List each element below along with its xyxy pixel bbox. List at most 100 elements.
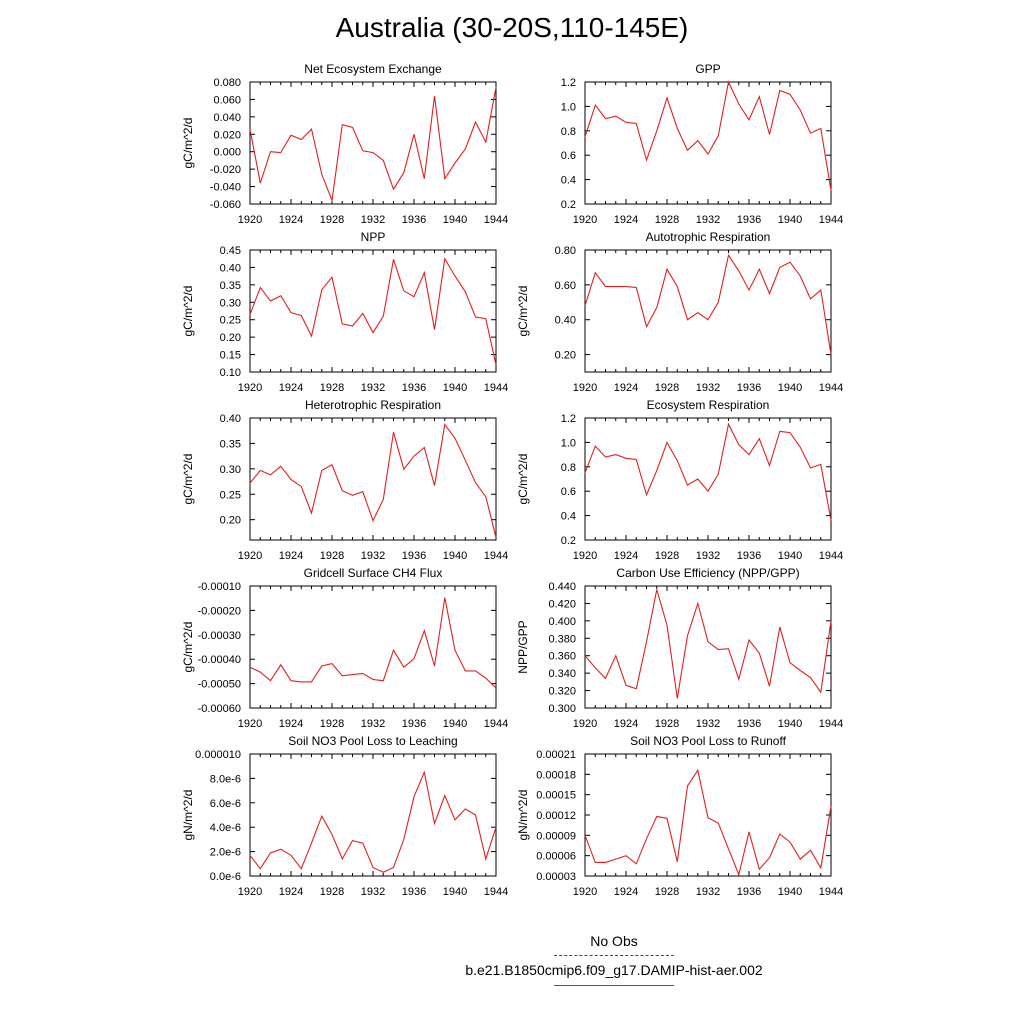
panel-4-ytick-label: 0.60 <box>555 280 576 292</box>
panel-6-series-line <box>584 422 832 521</box>
panel-1-ytick-label: 0.040 <box>213 112 241 124</box>
panel-1-xtick-label: 1940 <box>443 214 467 226</box>
panel-3-ytick-label: 0.20 <box>220 332 241 344</box>
panel-5-ytick-label: 0.35 <box>220 438 241 450</box>
panel-7-frame <box>249 585 497 709</box>
panel-5-series-line <box>249 423 497 538</box>
panel-3-xtick-label: 1928 <box>320 382 344 394</box>
panel-9-ylabel: gN/m^2/d <box>181 790 195 841</box>
panel-7-ytick-label: -0.00050 <box>198 679 241 691</box>
panel-8-ytick-label: 0.420 <box>548 598 576 610</box>
panel-1-xtick-label: 1932 <box>361 214 385 226</box>
panel-8-ytick-label: 0.380 <box>548 633 576 645</box>
panel-9-ytick-label: 0.0e-6 <box>210 871 241 883</box>
panel-7-xtick-label: 1944 <box>484 718 508 730</box>
panel-9-title: Soil NO3 Pool Loss to Leaching <box>288 734 457 748</box>
panel-9-ytick-label: 4.0e-6 <box>210 822 241 834</box>
panel-1-ytick-label: -0.060 <box>210 199 241 211</box>
panel-7-title: Gridcell Surface CH4 Flux <box>304 566 443 580</box>
panel-7-xtick-label: 1924 <box>279 718 303 730</box>
legend-case-line <box>554 985 674 986</box>
panel-2-ytick-label: 0.4 <box>561 175 576 187</box>
panel-10-frame <box>584 753 832 877</box>
panel-2-ytick-label: 0.6 <box>561 150 576 162</box>
panel-3-xtick-label: 1932 <box>361 382 385 394</box>
panel-8-ytick-label: 0.300 <box>548 703 576 715</box>
panel-10-ytick-label: 0.00003 <box>536 871 576 883</box>
panel-2-xtick-label: 1936 <box>737 214 761 226</box>
panel-1-series-line <box>249 87 497 203</box>
panel-4-xtick-label: 1940 <box>778 382 802 394</box>
legend-case-label: b.e21.B1850cmip6.f09_g17.DAMIP-hist-aer.… <box>465 962 763 978</box>
panel-10-series-line <box>584 768 832 877</box>
panel-7-xtick-label: 1940 <box>443 718 467 730</box>
panel-3-ylabel: gC/m^2/d <box>181 286 195 337</box>
panel-10-ytick-label: 0.00015 <box>536 790 576 802</box>
panel-10-ylabel: gN/m^2/d <box>516 790 530 841</box>
panel-3-series-line <box>249 257 497 366</box>
panel-5-xtick-label: 1936 <box>402 550 426 562</box>
panel-6-ytick-label: 0.2 <box>561 535 576 547</box>
panel-10-xtick-label: 1924 <box>614 886 638 898</box>
panel-4-ytick-label: 0.80 <box>555 245 576 257</box>
panel-3-ytick-label: 0.45 <box>220 245 241 257</box>
panel-8-xtick-label: 1920 <box>573 718 597 730</box>
panel-7-ytick-label: -0.00030 <box>198 630 241 642</box>
panel-7-ylabel: gC/m^2/d <box>181 622 195 673</box>
panel-1-ytick-label: 0.060 <box>213 94 241 106</box>
panel-7-xtick-label: 1920 <box>238 718 262 730</box>
panel-3-ytick-label: 0.35 <box>220 280 241 292</box>
panel-4-xtick-label: 1920 <box>573 382 597 394</box>
panel-1-xtick-label: 1924 <box>279 214 303 226</box>
panel-10-ytick-label: 0.00012 <box>536 810 576 822</box>
panel-1-ytick-label: -0.040 <box>210 182 241 194</box>
panel-9-xtick-label: 1928 <box>320 886 344 898</box>
panel-7-ytick-label: -0.00060 <box>198 703 241 715</box>
panel-4-xtick-label: 1924 <box>614 382 638 394</box>
panel-3-ytick-label: 0.25 <box>220 315 241 327</box>
panel-10-ytick-label: 0.00018 <box>536 769 576 781</box>
panel-4-ytick-label: 0.40 <box>555 315 576 327</box>
panel-9-xtick-label: 1932 <box>361 886 385 898</box>
panel-6-xtick-label: 1944 <box>819 550 843 562</box>
panel-3-ytick-label: 0.10 <box>220 367 241 379</box>
panel-3-xtick-label: 1920 <box>238 382 262 394</box>
panel-8-xtick-label: 1936 <box>737 718 761 730</box>
panel-7-ytick-label: -0.00040 <box>198 654 241 666</box>
panel-6-ytick-label: 0.8 <box>561 462 576 474</box>
panel-5-xtick-label: 1924 <box>279 550 303 562</box>
panel-3-ytick-label: 0.15 <box>220 350 241 362</box>
panel-6-frame <box>584 417 832 541</box>
panel-2-xtick-label: 1924 <box>614 214 638 226</box>
panel-2-xtick-label: 1920 <box>573 214 597 226</box>
panel-3-ytick-label: 0.40 <box>220 262 241 274</box>
panel-8-xtick-label: 1944 <box>819 718 843 730</box>
panel-1-ytick-label: -0.020 <box>210 164 241 176</box>
panel-2-series-line <box>584 80 832 191</box>
panel-2-ytick-label: 1.0 <box>561 101 576 113</box>
legend-obs-label: No Obs <box>590 933 638 949</box>
panel-9-ytick-label: 0.000010 <box>195 749 241 761</box>
panel-4-xtick-label: 1936 <box>737 382 761 394</box>
panel-1-xtick-label: 1936 <box>402 214 426 226</box>
panel-2-ytick-label: 1.2 <box>561 77 576 89</box>
panel-2-title: GPP <box>695 62 720 76</box>
panel-7-ytick-label: -0.00010 <box>198 581 241 593</box>
panel-5-xtick-label: 1920 <box>238 550 262 562</box>
panel-4-ytick-label: 0.20 <box>555 350 576 362</box>
panel-4-xtick-label: 1944 <box>819 382 843 394</box>
panel-9-series-line <box>249 770 497 873</box>
panel-2-xtick-label: 1940 <box>778 214 802 226</box>
panel-9-ytick-label: 2.0e-6 <box>210 847 241 859</box>
panel-9-ytick-label: 6.0e-6 <box>210 798 241 810</box>
panel-6-xtick-label: 1940 <box>778 550 802 562</box>
panel-1-xtick-label: 1944 <box>484 214 508 226</box>
panel-2-xtick-label: 1944 <box>819 214 843 226</box>
panel-10-title: Soil NO3 Pool Loss to Runoff <box>630 734 787 748</box>
panel-8-ylabel: NPP/GPP <box>516 620 530 673</box>
panel-7-xtick-label: 1936 <box>402 718 426 730</box>
panel-3-frame <box>249 249 497 373</box>
legend-obs-line <box>554 955 674 956</box>
panel-8-ytick-label: 0.440 <box>548 581 576 593</box>
